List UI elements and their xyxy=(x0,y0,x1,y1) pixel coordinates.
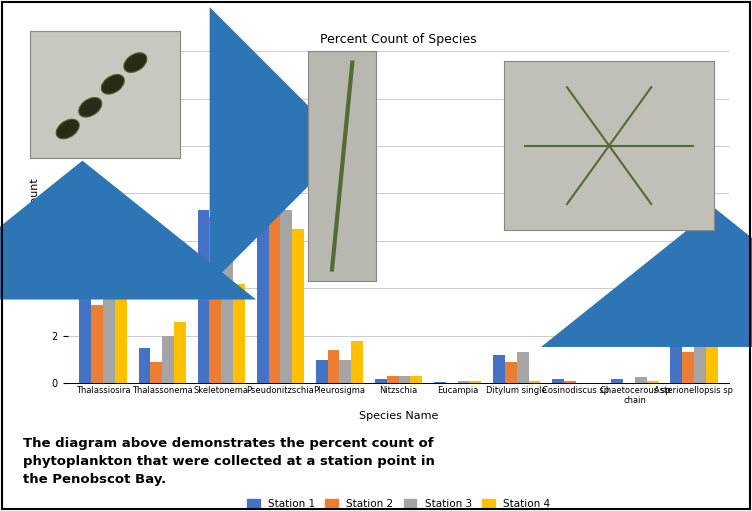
Bar xyxy=(635,377,647,383)
Bar xyxy=(256,99,268,383)
Bar xyxy=(694,333,706,383)
Bar xyxy=(103,286,115,383)
Bar xyxy=(268,194,280,383)
Bar xyxy=(469,381,481,383)
Bar xyxy=(293,229,304,383)
Bar xyxy=(387,376,399,383)
X-axis label: Species Name: Species Name xyxy=(359,411,438,421)
Title: Percent Count of Species: Percent Count of Species xyxy=(320,33,477,46)
Bar xyxy=(138,347,150,383)
Bar xyxy=(434,382,446,383)
Bar xyxy=(411,376,422,383)
Bar xyxy=(115,260,127,383)
Bar xyxy=(611,379,623,383)
Bar xyxy=(316,360,328,383)
Bar xyxy=(529,381,541,383)
Ellipse shape xyxy=(124,53,147,73)
Bar xyxy=(399,376,411,383)
Bar xyxy=(328,350,339,383)
Bar xyxy=(339,360,351,383)
Bar xyxy=(375,379,387,383)
Bar xyxy=(174,321,186,383)
Y-axis label: Percent Count: Percent Count xyxy=(30,178,40,257)
Text: The diagram above demonstrates the percent count of
phytoplankton that were coll: The diagram above demonstrates the perce… xyxy=(23,437,435,486)
Bar xyxy=(517,353,529,383)
Bar xyxy=(210,217,221,383)
Bar xyxy=(280,210,293,383)
Bar xyxy=(233,284,245,383)
Bar xyxy=(493,355,505,383)
Bar xyxy=(706,333,717,383)
Bar xyxy=(162,336,174,383)
Ellipse shape xyxy=(79,98,102,117)
Bar xyxy=(221,248,233,383)
Bar xyxy=(91,305,103,383)
Bar xyxy=(150,362,162,383)
Bar xyxy=(198,210,210,383)
Bar xyxy=(351,340,363,383)
Bar xyxy=(458,381,469,383)
Bar xyxy=(505,362,517,383)
Bar xyxy=(552,379,564,383)
Bar xyxy=(682,353,694,383)
Ellipse shape xyxy=(56,119,79,139)
Legend: Station 1, Station 2, Station 3, Station 4: Station 1, Station 2, Station 3, Station… xyxy=(243,495,554,511)
Bar xyxy=(647,381,659,383)
Ellipse shape xyxy=(102,75,124,94)
Bar xyxy=(80,253,91,383)
Bar xyxy=(564,381,576,383)
Bar xyxy=(670,333,682,383)
